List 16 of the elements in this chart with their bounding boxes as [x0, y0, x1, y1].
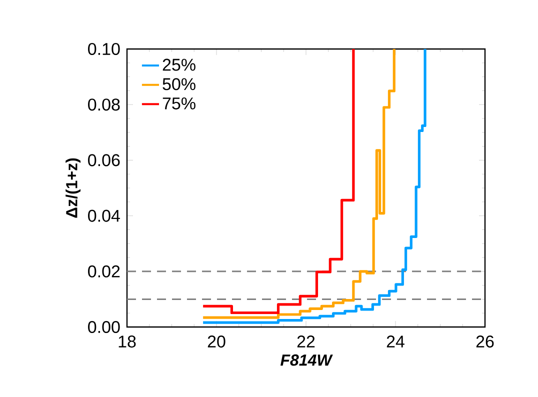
x-tick-label: 20: [208, 336, 226, 348]
y-tick-label: 0.04: [88, 210, 120, 222]
legend-label: 50%: [162, 78, 196, 90]
x-tick-label: 26: [476, 336, 494, 348]
y-tick-label: 0.00: [88, 320, 120, 334]
legend-label: 75%: [162, 98, 196, 110]
y-tick-label: 0.06: [88, 154, 120, 166]
x-tick-label: 22: [297, 336, 315, 348]
x-tick-label: 24: [386, 336, 404, 348]
y-axis-title: Δz/(1+z): [66, 158, 81, 218]
y-tick-label: 0.10: [88, 42, 120, 56]
y-tick-label: 0.02: [88, 265, 120, 278]
x-axis-title: F814W: [280, 354, 333, 366]
legend-label: 25%: [162, 58, 196, 71]
x-tick-label: 18: [118, 336, 136, 348]
y-tick-label: 0.08: [88, 98, 120, 111]
